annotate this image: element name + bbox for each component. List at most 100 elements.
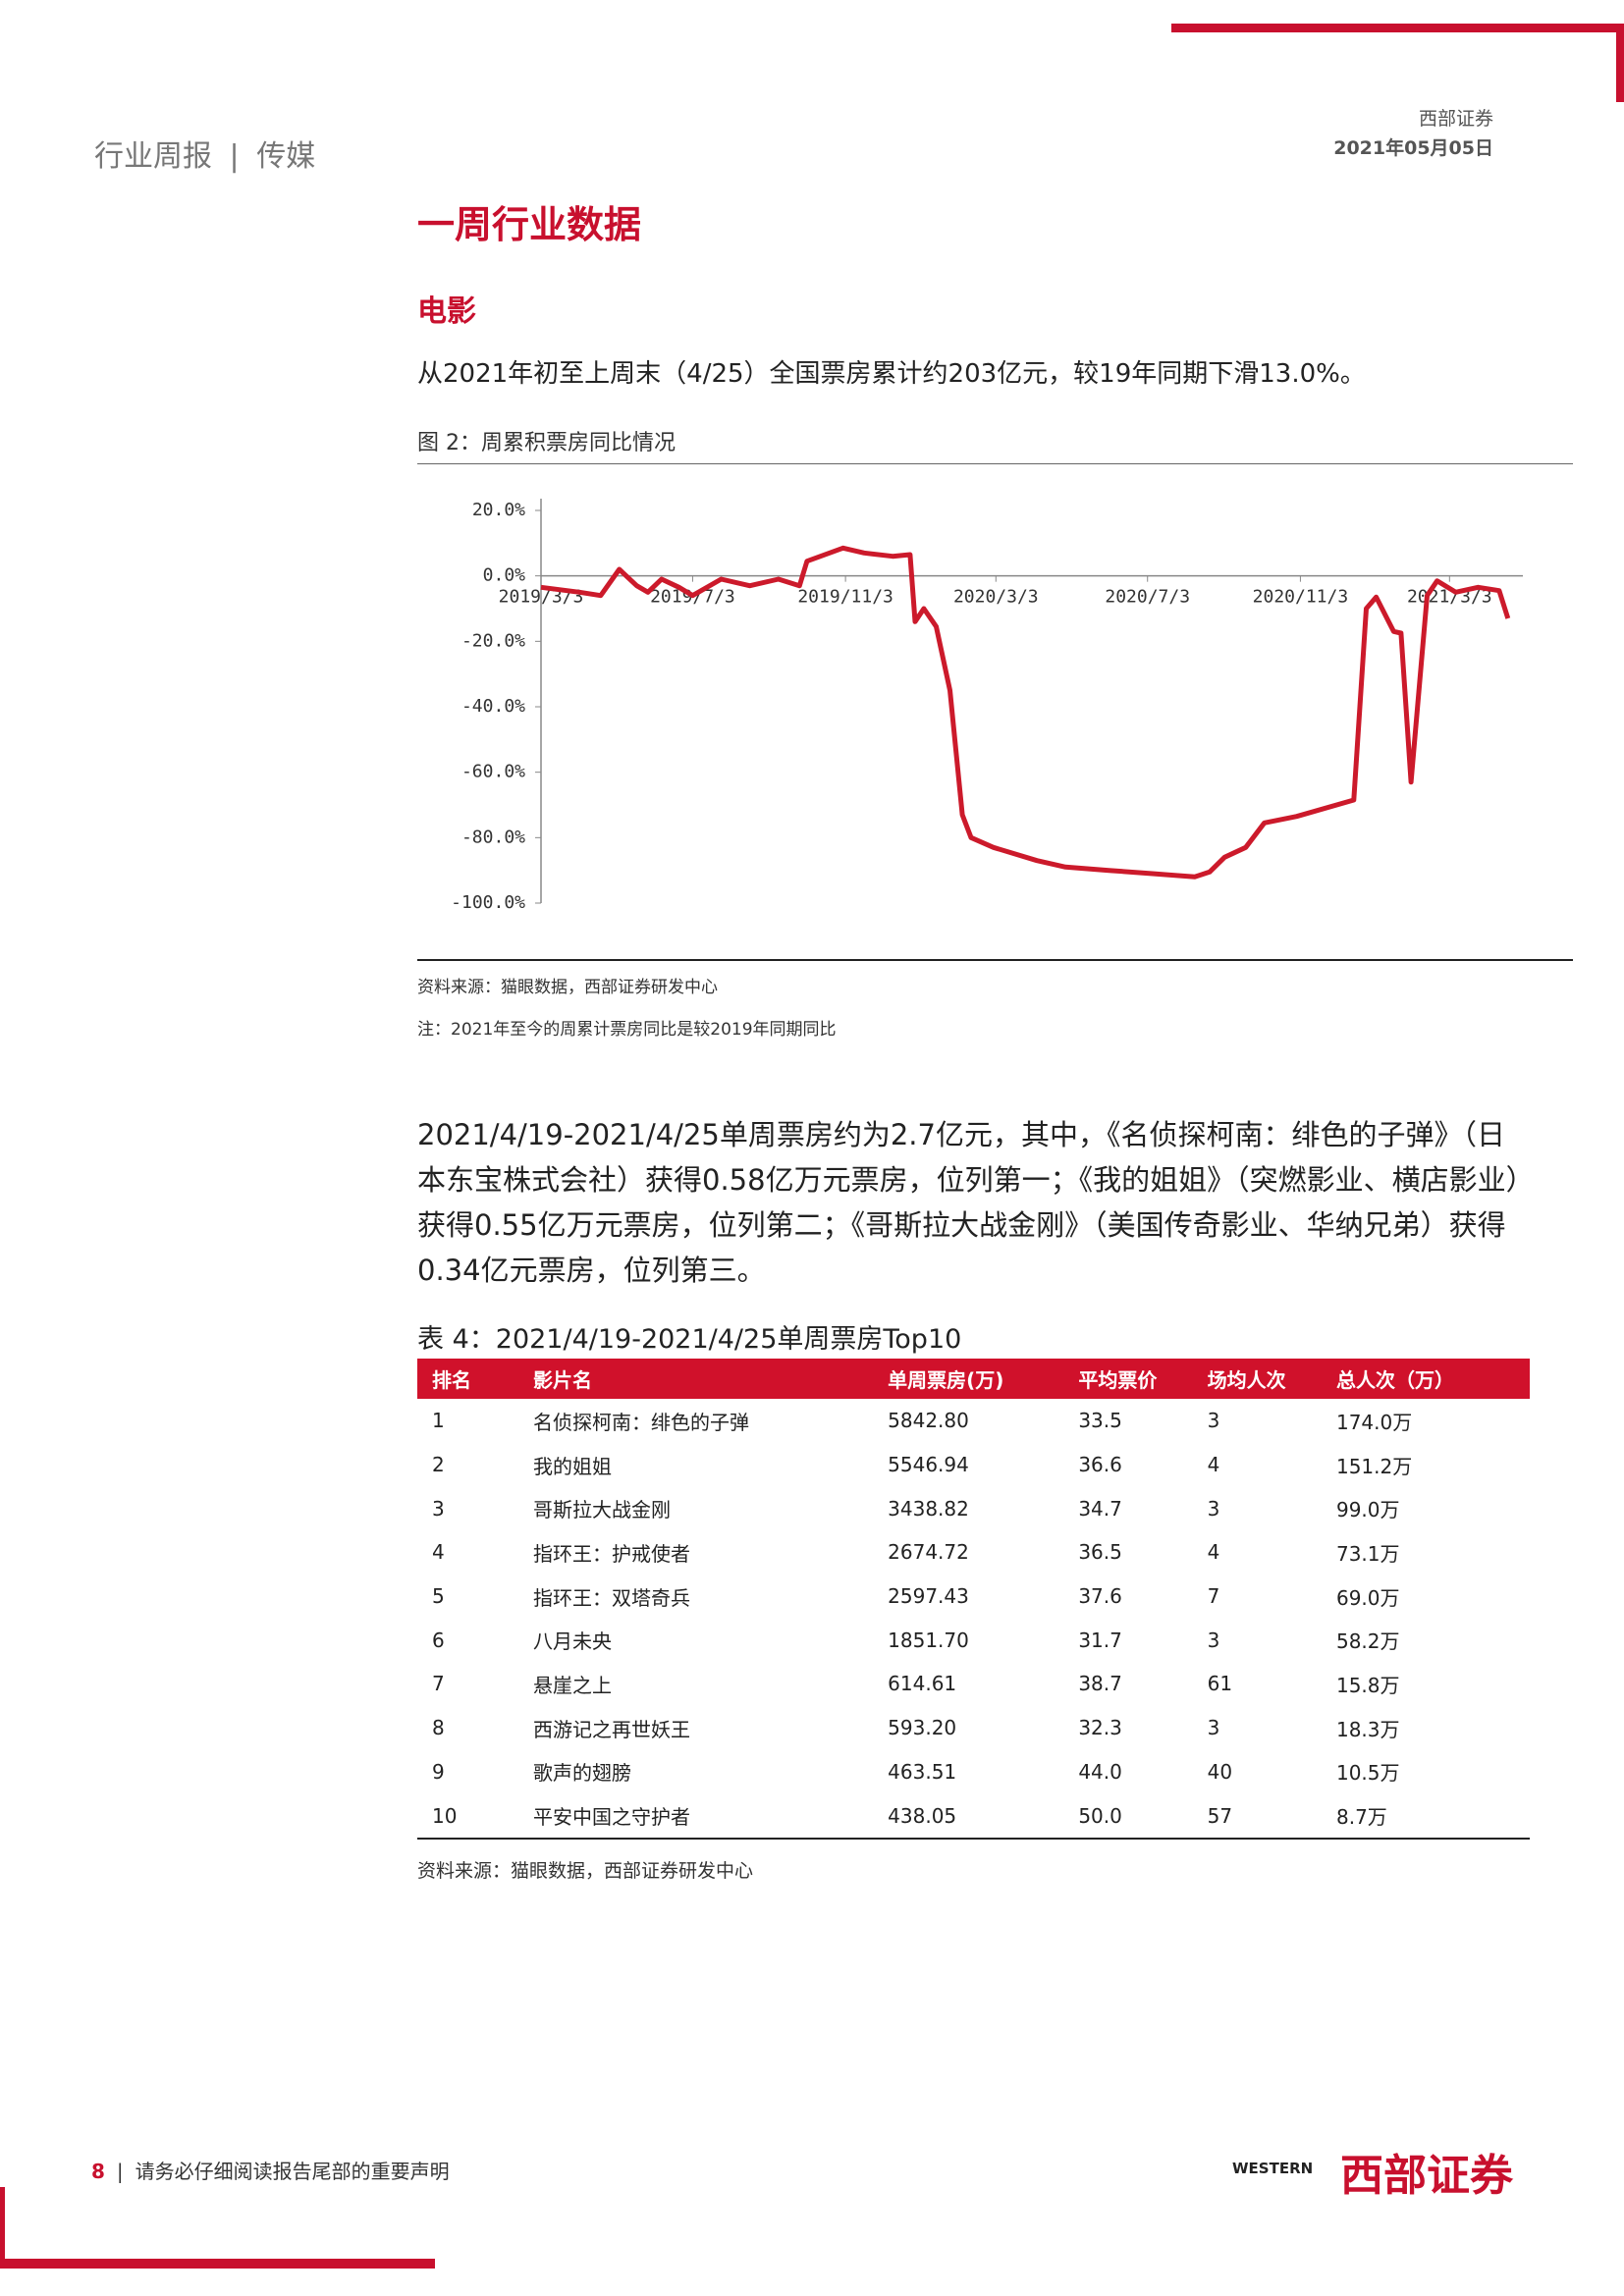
data-line bbox=[540, 545, 1511, 880]
section-title: 电影 bbox=[417, 294, 476, 329]
column-header: 影片名 bbox=[533, 1359, 889, 1399]
table-cell: 31.7 bbox=[1078, 1628, 1122, 1652]
sector: 传媒 bbox=[256, 139, 316, 174]
y-tick-label: -40.0% bbox=[461, 696, 525, 717]
logo-en: WESTERN bbox=[1232, 2160, 1314, 2177]
page-number: 8 bbox=[91, 2160, 105, 2183]
table-row: 4 指环王：护戒使者 2674.72 36.5 4 73.1万 bbox=[417, 1530, 1530, 1575]
table-cell: 4 bbox=[432, 1540, 445, 1565]
table-cell: 9 bbox=[432, 1759, 445, 1784]
table-cell: 40 bbox=[1207, 1759, 1233, 1784]
table-cell: 73.1万 bbox=[1335, 1541, 1400, 1566]
table-row: 9 歌声的翅膀 463.51 44.0 40 10.5万 bbox=[417, 1750, 1530, 1794]
table-cell: 438.05 bbox=[888, 1803, 957, 1828]
table-cell: 1 bbox=[432, 1409, 445, 1433]
corner-bar bbox=[0, 2259, 435, 2269]
top-bar-edge bbox=[1616, 24, 1624, 102]
table-cell: 3438.82 bbox=[888, 1496, 969, 1521]
table-cell: 悬崖之上 bbox=[533, 1673, 612, 1697]
table-header: 排名 影片名 单周票房(万) 平均票价 场均人次 总人次（万） bbox=[417, 1359, 1530, 1399]
table-cell: 6 bbox=[432, 1628, 445, 1652]
intro: 从2021年初至上周末（4/25）全国票房累计约203亿元，较19年同期下滑13… bbox=[417, 359, 1366, 389]
table: 排名 影片名 单周票房(万) 平均票价 场均人次 总人次（万） 1 名侦探柯南：绯色的子弹 58… bbox=[417, 1359, 1530, 1840]
table-cell: 44.0 bbox=[1078, 1759, 1122, 1784]
report: 行业周报 bbox=[94, 139, 212, 174]
y-tick-label: 0.0% bbox=[483, 565, 526, 586]
table-cell: 32.3 bbox=[1078, 1716, 1122, 1740]
table-cell: 3 bbox=[1207, 1409, 1220, 1433]
table-cell: 平安中国之守护者 bbox=[533, 1805, 690, 1830]
table-cell: 5 bbox=[432, 1584, 445, 1609]
table-cell: 西游记之再世妖王 bbox=[533, 1717, 690, 1741]
table-cell: 10.5万 bbox=[1335, 1761, 1400, 1786]
table-cell: 61 bbox=[1207, 1672, 1233, 1696]
figure-source: 资料来源：猫眼数据，西部证券研发中心 bbox=[417, 978, 718, 997]
table-cell: 3 bbox=[1207, 1628, 1220, 1652]
column-header: 平均票价 bbox=[1078, 1359, 1208, 1399]
x-tick-label: 2020/7/3 bbox=[1105, 587, 1190, 608]
table-cell: 57 bbox=[1207, 1803, 1233, 1828]
x-tick-label: 2020/3/3 bbox=[953, 587, 1039, 608]
table-cell: 歌声的翅膀 bbox=[533, 1761, 631, 1786]
table-caption: 表 4：2021/4/19-2021/4/25单周票房Top10 bbox=[417, 1324, 962, 1355]
table-cell: 7 bbox=[1207, 1584, 1220, 1609]
table-cell: 10 bbox=[432, 1803, 458, 1828]
column-header: 排名 bbox=[417, 1359, 533, 1399]
rule bbox=[417, 959, 1573, 961]
table-cell: 3 bbox=[432, 1496, 445, 1521]
table-row: 8 西游记之再世妖王 593.20 32.3 3 18.3万 bbox=[417, 1706, 1530, 1750]
table-row: 2 我的姐姐 5546.94 36.6 4 151.2万 bbox=[417, 1443, 1530, 1487]
table-cell: 我的姐姐 bbox=[533, 1454, 612, 1478]
x-tick-label: 2020/11/3 bbox=[1253, 587, 1349, 608]
table-cell: 614.61 bbox=[888, 1672, 957, 1696]
y-tick-label: -20.0% bbox=[461, 630, 525, 651]
company: 西部证券 bbox=[1418, 108, 1493, 130]
table-cell: 593.20 bbox=[888, 1716, 957, 1740]
chart: 20.0% 0.0% -20.0% -40.0% -60.0% -80.0% -100.0%… bbox=[451, 499, 1523, 913]
table-cell: 174.0万 bbox=[1335, 1410, 1413, 1434]
page-title: 一周行业数据 bbox=[417, 203, 642, 246]
table-cell: 5842.80 bbox=[888, 1409, 969, 1433]
top-bar bbox=[1171, 24, 1624, 32]
paragraph: 2021/4/19-2021/4/25单周票房约为2.7亿元，其中，《名侦探柯南… bbox=[417, 1118, 1521, 1287]
table-cell: 1851.70 bbox=[888, 1628, 969, 1652]
table-cell: 4 bbox=[1207, 1453, 1220, 1477]
table-cell: 8.7万 bbox=[1335, 1805, 1387, 1830]
table-cell: 2 bbox=[432, 1453, 445, 1477]
column-header: 总人次（万） bbox=[1335, 1359, 1530, 1399]
footer: 8 | 请务必仔细阅读报告尾部的重要声明 bbox=[91, 2160, 450, 2183]
table-cell: 463.51 bbox=[888, 1759, 957, 1784]
table-cell: 18.3万 bbox=[1335, 1717, 1400, 1741]
table-row: 5 指环王：双塔奇兵 2597.43 37.6 7 69.0万 bbox=[417, 1575, 1530, 1619]
table-cell: 34.7 bbox=[1078, 1496, 1122, 1521]
y-tick-label: -100.0% bbox=[451, 892, 525, 913]
table-row: 7 悬崖之上 614.61 38.7 61 15.8万 bbox=[417, 1662, 1530, 1706]
table-cell: 2597.43 bbox=[888, 1584, 969, 1609]
corner-bar bbox=[0, 2187, 5, 2269]
y-tick-label: 20.0% bbox=[472, 500, 525, 520]
table-cell: 5546.94 bbox=[888, 1453, 969, 1477]
table-cell: 99.0万 bbox=[1335, 1498, 1400, 1522]
date: 2021年05月05日 bbox=[1333, 137, 1493, 159]
table-row: 1 名侦探柯南：绯色的子弹 5842.80 33.5 3 174.0万 bbox=[417, 1399, 1530, 1443]
disclaimer: 请务必仔细阅读报告尾部的重要声明 bbox=[135, 2160, 450, 2183]
table-cell: 15.8万 bbox=[1335, 1673, 1400, 1697]
column-header: 单周票房(万) bbox=[888, 1359, 1079, 1399]
x-tick-label: 2019/11/3 bbox=[797, 587, 893, 608]
table-cell: 38.7 bbox=[1078, 1672, 1122, 1696]
table-cell: 名侦探柯南：绯色的子弹 bbox=[533, 1410, 749, 1434]
y-tick-label: -60.0% bbox=[461, 762, 525, 782]
table-cell: 指环王：双塔奇兵 bbox=[533, 1585, 690, 1610]
table-cell: 33.5 bbox=[1078, 1409, 1122, 1433]
y-tick-label: -80.0% bbox=[461, 827, 525, 847]
column-header: 场均人次 bbox=[1207, 1359, 1336, 1399]
table-cell: 50.0 bbox=[1078, 1803, 1122, 1828]
table-cell: 36.6 bbox=[1078, 1453, 1122, 1477]
table-cell: 八月未央 bbox=[533, 1629, 612, 1654]
figure-note: 注：2021年至今的周累计票房同比是较2019年同期同比 bbox=[417, 1020, 837, 1040]
table-cell: 151.2万 bbox=[1335, 1454, 1413, 1478]
table-cell: 指环王：护戒使者 bbox=[533, 1541, 690, 1566]
report-type: 行业周报 | 传媒 bbox=[94, 139, 316, 174]
table-cell: 4 bbox=[1207, 1540, 1220, 1565]
table-cell: 7 bbox=[432, 1672, 445, 1696]
